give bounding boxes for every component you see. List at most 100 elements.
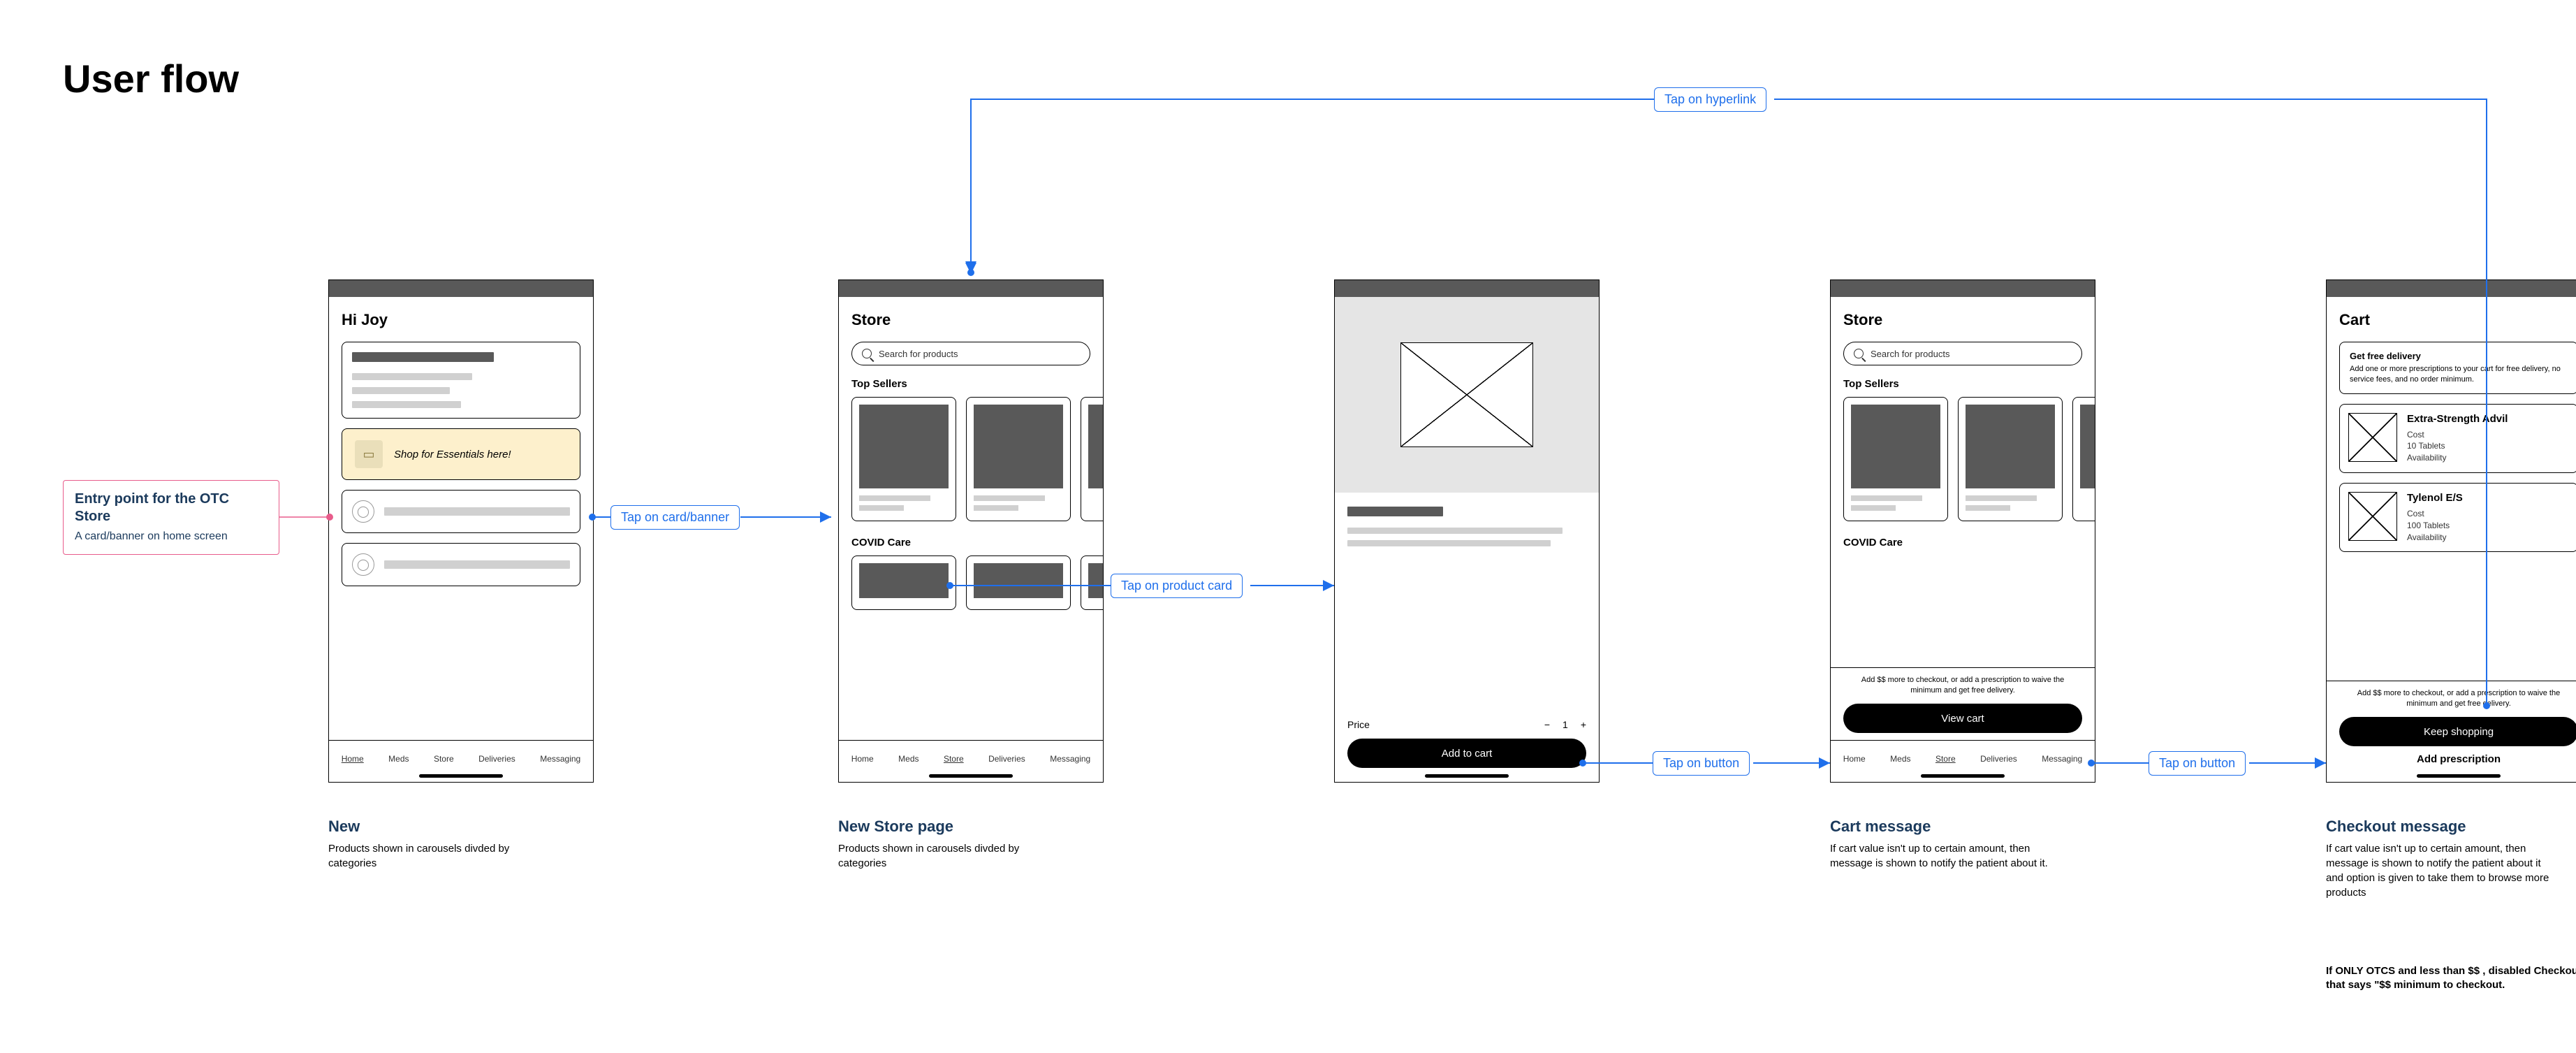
tab-deliveries[interactable]: Deliveries <box>478 748 515 764</box>
hero-card[interactable] <box>342 342 580 419</box>
statusbar <box>1335 280 1599 297</box>
tab-messaging[interactable]: Messaging <box>1050 748 1090 764</box>
free-delivery-body: Add one or more prescriptions to your ca… <box>2350 364 2568 385</box>
product-card[interactable] <box>1081 555 1103 610</box>
page-title: User flow <box>63 56 239 101</box>
cart-item[interactable]: Extra-Strength Advil Cost 10 Tablets Ava… <box>2339 404 2576 473</box>
search-icon <box>862 349 872 358</box>
tab-meds[interactable]: Meds <box>388 748 409 764</box>
cart-item-tabs: 100 Tablets <box>2407 520 2463 532</box>
tab-meds[interactable]: Meds <box>898 748 919 764</box>
tab-home[interactable]: Home <box>1843 748 1866 764</box>
search-placeholder: Search for products <box>879 349 958 359</box>
statusbar <box>1831 280 2095 297</box>
cart-item-tabs: 10 Tablets <box>2407 440 2508 452</box>
qty-plus[interactable]: + <box>1581 719 1586 730</box>
search-input[interactable]: Search for products <box>1843 342 2082 365</box>
caption-heading: New <box>328 818 594 836</box>
flow-label-button-1: Tap on button <box>1653 751 1750 776</box>
search-icon <box>1854 349 1864 358</box>
add-prescription-link[interactable]: Add prescription <box>2327 753 2576 765</box>
caption-body: If cart value isn't up to certain amount… <box>1830 841 2061 871</box>
cart-min-message: Add $$ more to checkout, or add a prescr… <box>2327 685 2576 714</box>
caption-body: If cart value isn't up to certain amount… <box>2326 841 2556 900</box>
cart-item-thumb <box>2348 492 2397 541</box>
caption-cartmsg: Cart message If cart value isn't up to c… <box>1830 818 2095 871</box>
cart-item-cost: Cost <box>2407 429 2508 441</box>
store-title: Store <box>1843 311 2082 329</box>
cart-item-avail: Availability <box>2407 532 2463 544</box>
section-top-sellers: Top Sellers <box>1843 378 2082 390</box>
product-card[interactable] <box>1843 397 1948 521</box>
flow-label-banner: Tap on card/banner <box>610 505 740 530</box>
caption-body: Products shown in carousels divded by ca… <box>328 841 559 871</box>
tab-store[interactable]: Store <box>434 748 454 764</box>
cart-item-name: Extra-Strength Advil <box>2407 413 2508 425</box>
tab-home[interactable]: Home <box>342 748 364 764</box>
home-indicator <box>929 774 1013 778</box>
tabbar: Home Meds Store Deliveries Messaging <box>329 740 593 771</box>
tab-store[interactable]: Store <box>944 748 964 764</box>
product-card[interactable] <box>2072 397 2095 521</box>
tab-deliveries[interactable]: Deliveries <box>1980 748 2017 764</box>
statusbar <box>839 280 1103 297</box>
search-placeholder: Search for products <box>1871 349 1949 359</box>
view-cart-button[interactable]: View cart <box>1843 704 2082 733</box>
flow-label-product: Tap on product card <box>1111 574 1243 598</box>
section-covid: COVID Care <box>1843 537 2082 549</box>
product-card[interactable] <box>966 397 1071 521</box>
home-indicator <box>2417 774 2501 778</box>
section-covid: COVID Care <box>851 537 1090 549</box>
avatar-icon: ◯ <box>352 553 374 576</box>
tab-messaging[interactable]: Messaging <box>2042 748 2082 764</box>
product-image-placeholder <box>1400 342 1533 447</box>
home-indicator <box>1921 774 2005 778</box>
screen-cart: Cart Get free delivery Add one or more p… <box>2326 279 2576 783</box>
tab-messaging[interactable]: Messaging <box>540 748 580 764</box>
product-card[interactable] <box>966 555 1071 610</box>
free-delivery-title: Get free delivery <box>2350 351 2568 361</box>
tab-meds[interactable]: Meds <box>1890 748 1910 764</box>
tab-store[interactable]: Store <box>1935 748 1956 764</box>
entry-annotation-sub: A card/banner on home screen <box>75 530 268 544</box>
home-indicator <box>419 774 503 778</box>
product-card[interactable] <box>851 555 956 610</box>
keep-shopping-button[interactable]: Keep shopping <box>2339 717 2576 746</box>
caption-store: New Store page Products shown in carouse… <box>838 818 1104 871</box>
free-delivery-card: Get free delivery Add one or more prescr… <box>2339 342 2576 394</box>
product-card[interactable] <box>1081 397 1103 521</box>
store-title: Store <box>851 311 1090 329</box>
entry-annotation-heading: Entry point for the OTC Store <box>75 491 268 525</box>
cart-item-thumb <box>2348 413 2397 462</box>
screen-store-cartmsg: Store Search for products Top Sellers CO… <box>1830 279 2095 783</box>
list-row[interactable]: ◯ <box>342 543 580 586</box>
screen-product-detail: Price − 1 + Add to cart <box>1334 279 1600 783</box>
statusbar <box>329 280 593 297</box>
add-to-cart-button[interactable]: Add to cart <box>1347 739 1586 768</box>
search-input[interactable]: Search for products <box>851 342 1090 365</box>
section-top-sellers: Top Sellers <box>851 378 1090 390</box>
essentials-banner-text: Shop for Essentials here! <box>394 449 511 460</box>
cart-item[interactable]: Tylenol E/S Cost 100 Tablets Availabilit… <box>2339 483 2576 552</box>
qty-value: 1 <box>1563 719 1568 730</box>
product-hero <box>1335 297 1599 493</box>
price-label: Price <box>1347 719 1370 730</box>
tabbar: Home Meds Store Deliveries Messaging <box>1831 740 2095 771</box>
caption-body: Products shown in carousels divded by ca… <box>838 841 1069 871</box>
cart-title: Cart <box>2339 311 2576 329</box>
avatar-icon: ◯ <box>352 500 374 523</box>
product-card[interactable] <box>1958 397 2063 521</box>
greeting: Hi Joy <box>342 311 580 329</box>
flow-label-hyperlink: Tap on hyperlink <box>1654 87 1766 112</box>
essentials-banner[interactable]: ▭ Shop for Essentials here! <box>342 428 580 480</box>
qty-minus[interactable]: − <box>1544 719 1550 730</box>
home-indicator <box>1425 774 1509 778</box>
tab-deliveries[interactable]: Deliveries <box>988 748 1025 764</box>
list-row[interactable]: ◯ <box>342 490 580 533</box>
product-card[interactable] <box>851 397 956 521</box>
screen-store: Store Search for products Top Sellers CO… <box>838 279 1104 783</box>
tab-home[interactable]: Home <box>851 748 874 764</box>
caption-heading: Cart message <box>1830 818 2095 836</box>
caption-new: New Products shown in carousels divded b… <box>328 818 594 871</box>
cart-item-avail: Availability <box>2407 452 2508 464</box>
